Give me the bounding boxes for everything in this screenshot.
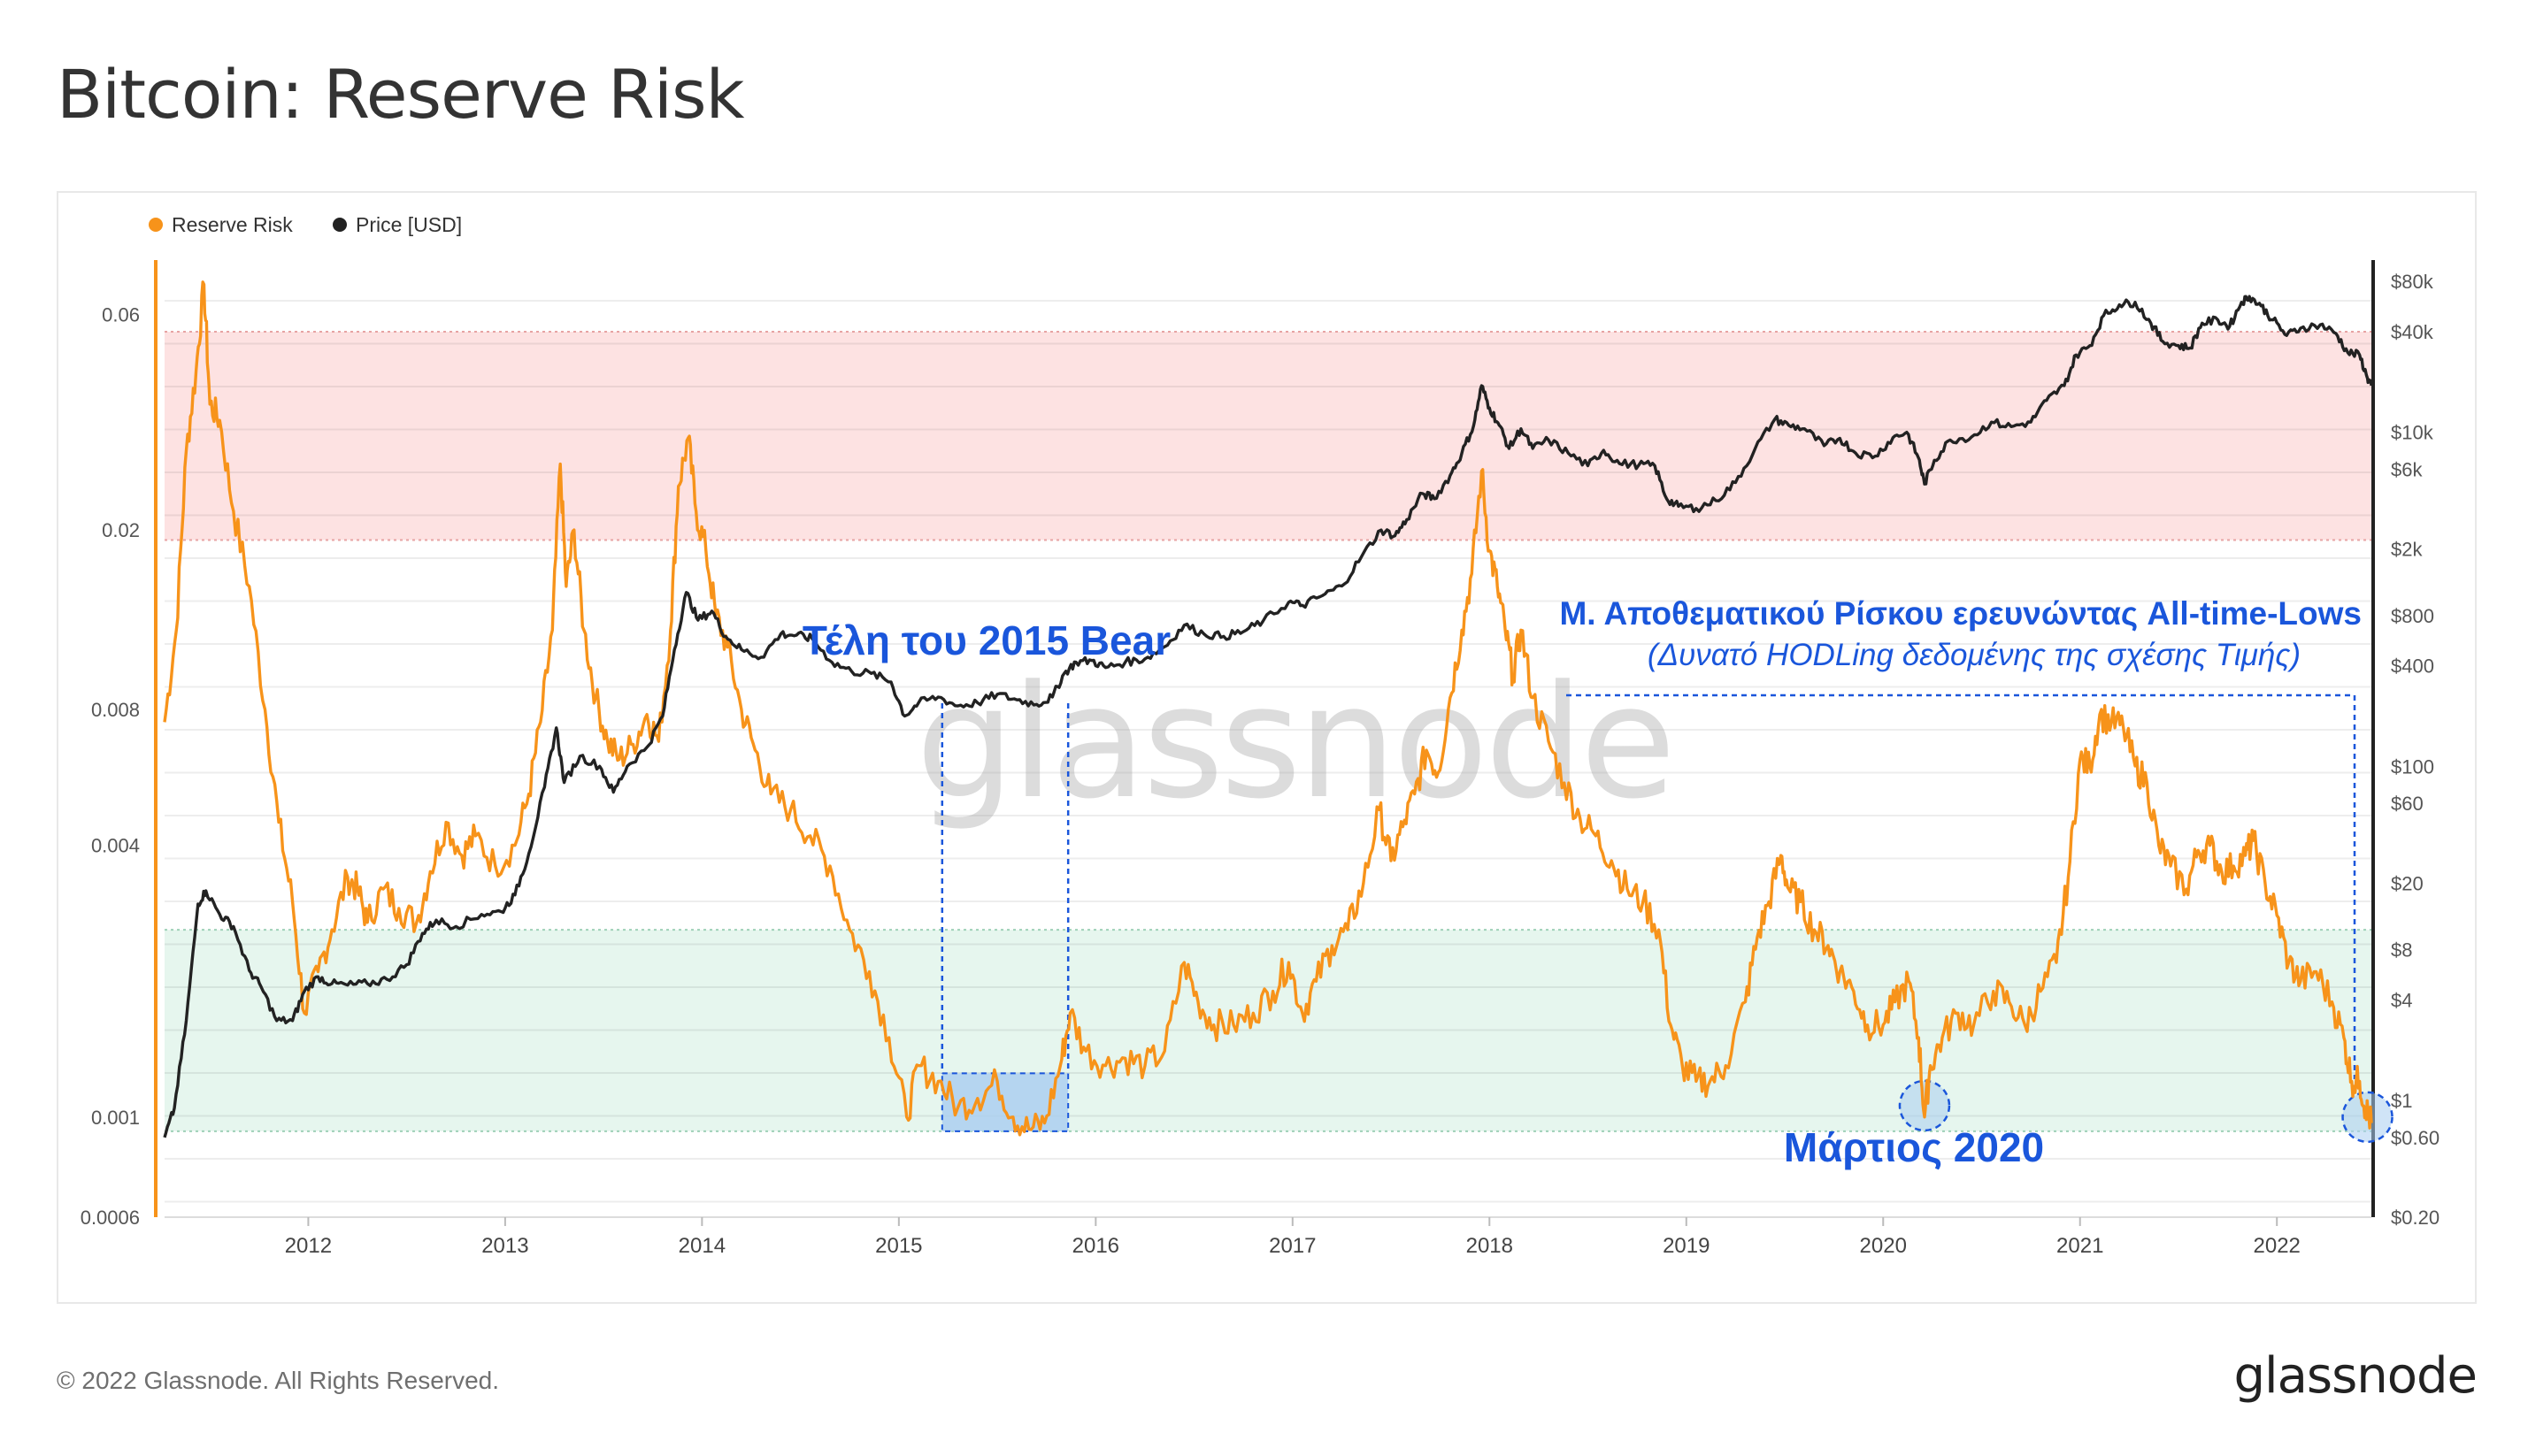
legend-label: Price [USD] <box>356 213 462 236</box>
x-tick-label: 2021 <box>2056 1234 2103 1258</box>
left-tick-label: 0.008 <box>91 699 140 721</box>
right-tick-label: $0.60 <box>2391 1127 2440 1149</box>
atl-label: Μ. Αποθεματικού Ρίσκου ερευνώντας All-ti… <box>1559 595 2362 632</box>
watermark: glassnode <box>916 652 1672 833</box>
page-title: Bitcoin: Reserve Risk <box>57 55 745 134</box>
series-lines <box>163 280 2373 1138</box>
x-tick-label: 2013 <box>481 1234 528 1258</box>
band-low-risk <box>165 930 2371 1131</box>
right-tick-label: $800 <box>2391 605 2434 627</box>
left-tick-label: 0.001 <box>91 1107 140 1129</box>
right-tick-label: $2k <box>2391 539 2423 561</box>
right-tick-label: $0.20 <box>2391 1207 2440 1229</box>
legend-label: Reserve Risk <box>172 213 293 236</box>
x-tick-label: 2012 <box>285 1234 332 1258</box>
reserve-risk-line <box>163 280 2373 1137</box>
risk-bands <box>165 331 2371 1132</box>
right-tick-label: $6k <box>2391 459 2423 481</box>
left-tick-label: 0.06 <box>102 304 140 326</box>
march-2020-label: Μάρτιος 2020 <box>1784 1124 2044 1170</box>
x-tick-label: 2016 <box>1072 1234 1119 1258</box>
right-tick-label: $20 <box>2391 872 2424 894</box>
legend-marker <box>333 218 347 232</box>
x-tick-label: 2020 <box>1860 1234 1907 1258</box>
right-tick-label: $1 <box>2391 1090 2412 1112</box>
right-tick-label: $60 <box>2391 793 2424 815</box>
axes: 0.06 0.02 0.008 0.004 0.001 0.0006 $80k $40k $10… <box>81 260 2440 1258</box>
annotation-labels: Τέλη του 2015 Bear Μ. Αποθεματικού Ρίσκου… <box>803 595 2362 1170</box>
bear-2015-label: Τέλη του 2015 Bear <box>803 617 1171 663</box>
copyright-text: © 2022 Glassnode. All Rights Reserved. <box>57 1367 500 1394</box>
x-tick-label: 2018 <box>1466 1234 1513 1258</box>
right-tick-label: $400 <box>2391 655 2434 678</box>
atl-sublabel: (Δυνατό HODLing δεδομένης της σχέσης Τιμ… <box>1648 638 2301 672</box>
left-tick-label: 0.02 <box>102 519 140 541</box>
right-tick-label: $80k <box>2391 271 2434 293</box>
left-tick-label: 0.004 <box>91 835 140 857</box>
x-tick-label: 2019 <box>1663 1234 1710 1258</box>
price-line <box>163 295 2373 1138</box>
atl-bracket <box>1566 694 2356 1079</box>
x-tick-label: 2017 <box>1269 1234 1316 1258</box>
glassnode-logo[interactable]: glassnode <box>2233 1347 2478 1405</box>
right-tick-label: $10k <box>2391 422 2434 444</box>
annotation-shapes <box>941 694 2394 1144</box>
right-tick-label: $100 <box>2391 755 2434 778</box>
legend: Reserve Risk Price [USD] <box>149 213 462 236</box>
band-high-risk <box>165 332 2371 540</box>
right-tick-label: $4 <box>2391 989 2412 1011</box>
x-tick-label: 2015 <box>875 1234 922 1258</box>
x-tick-label: 2022 <box>2254 1234 2301 1258</box>
x-tick-label: 2014 <box>679 1234 726 1258</box>
left-tick-label: 0.0006 <box>81 1207 140 1229</box>
chart-frame <box>57 191 2477 1304</box>
right-tick-label: $40k <box>2391 321 2434 343</box>
right-tick-label: $8 <box>2391 939 2412 961</box>
grid-lines <box>165 300 2371 1203</box>
legend-marker <box>149 218 163 232</box>
